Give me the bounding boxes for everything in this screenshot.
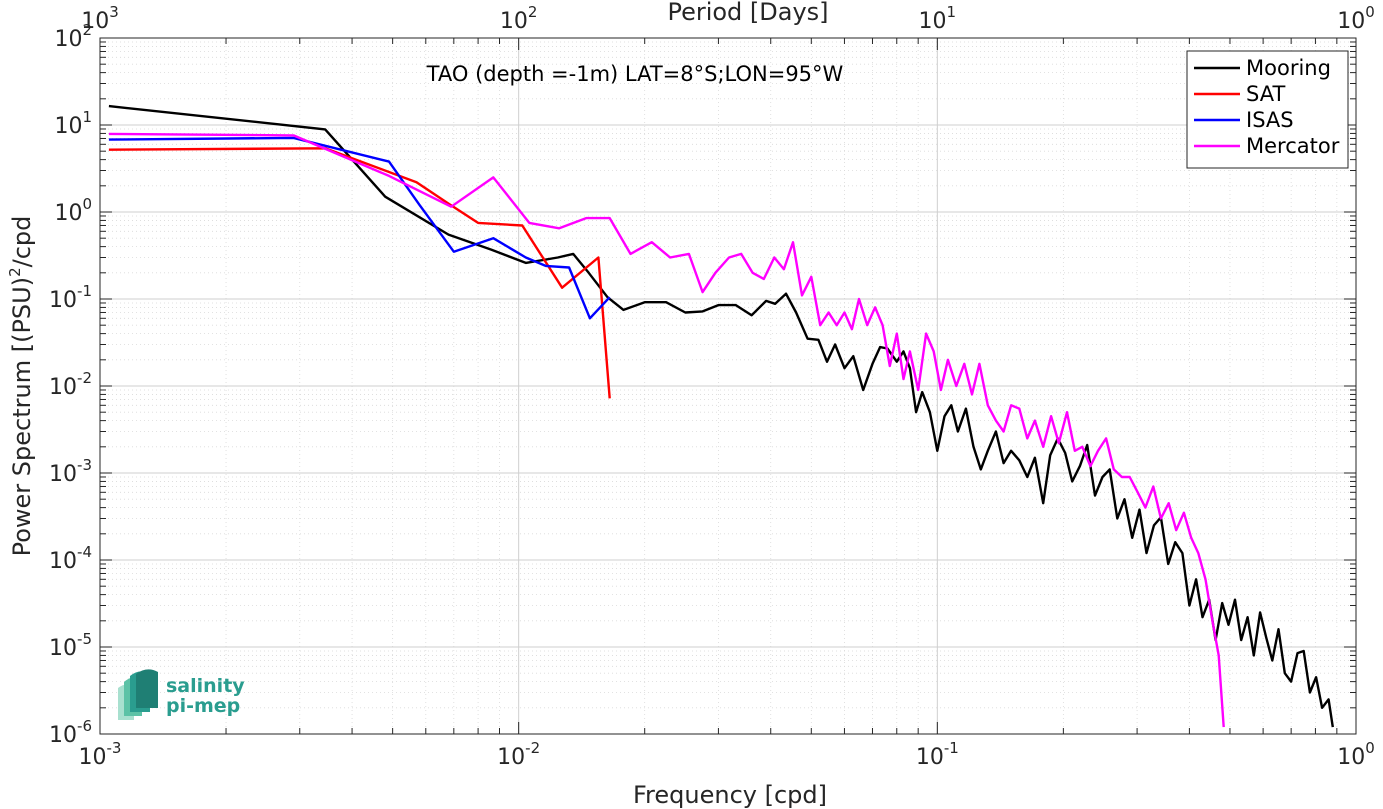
wave-logo-icon	[118, 669, 158, 720]
legend-label-isas: ISAS	[1246, 108, 1294, 132]
legend-box	[1186, 50, 1349, 169]
y-tick-label: 10-2	[49, 369, 92, 400]
legend-label-mooring: Mooring	[1246, 56, 1331, 80]
y-tick-exp: 1	[82, 108, 92, 126]
x2-tick-exp: 0	[1365, 3, 1375, 21]
x2-tick-label: 103	[81, 3, 119, 34]
chart-title: TAO (depth =-1m) LAT=8°S;LON=95°W	[426, 62, 844, 86]
y-tick-base: 10	[54, 114, 82, 139]
x-tick-base: 10	[916, 745, 944, 770]
x-tick-label: 10-1	[916, 739, 959, 770]
x2-tick-base: 10	[919, 9, 947, 34]
y-tick-exp: -2	[77, 369, 92, 387]
salinity-pi-mep-logo: salinity pi-mep	[118, 669, 245, 720]
x-tick-exp: -2	[525, 739, 540, 757]
x2-tick-exp: 1	[947, 3, 957, 21]
x2-tick-label: 100	[1337, 3, 1375, 34]
y-tick-label: 10-4	[49, 543, 92, 574]
y-tick-exp: 0	[82, 195, 92, 213]
x2-tick-base: 10	[81, 9, 109, 34]
y-tick-base: 10	[49, 723, 77, 748]
y-tick-exp: 2	[82, 21, 92, 39]
x-tick-labels: 10-3 10-2 10-1 100	[79, 739, 1375, 770]
y-tick-exp: -3	[77, 456, 92, 474]
legend-label-mercator: Mercator	[1246, 134, 1340, 158]
y-tick-label: 100	[54, 195, 92, 226]
legend-label-sat: SAT	[1246, 82, 1285, 106]
y-tick-label: 10-5	[49, 630, 92, 661]
x-tick-label: 10-2	[497, 739, 540, 770]
x-tick-exp: -3	[107, 739, 122, 757]
y-tick-base: 10	[54, 201, 82, 226]
x-tick-label: 100	[1337, 739, 1375, 770]
x-tick-exp: -1	[944, 739, 959, 757]
y-tick-label: 10-6	[49, 717, 92, 748]
y-axis-label-suffix: /cpd	[8, 216, 36, 268]
y-tick-exp: -4	[77, 543, 92, 561]
y-tick-base: 10	[49, 636, 77, 661]
y-tick-label: 101	[54, 108, 92, 139]
x-tick-label: 10-3	[79, 739, 122, 770]
y-axis-label: Power Spectrum [(PSU)2/cpd	[6, 216, 36, 557]
logo-line1: salinity	[166, 675, 245, 697]
y-tick-base: 10	[49, 375, 77, 400]
y-tick-label: 10-3	[49, 456, 92, 487]
x2-tick-label: 102	[500, 3, 538, 34]
y-tick-base: 10	[49, 462, 77, 487]
x2-tick-label: 101	[919, 3, 957, 34]
x-tick-base: 10	[497, 745, 525, 770]
y-tick-exp: -6	[77, 717, 92, 735]
y-tick-label: 102	[54, 21, 92, 52]
logo-line2: pi-mep	[166, 695, 240, 717]
series-layer	[108, 104, 1334, 728]
series-line-sat	[108, 147, 611, 399]
x2-tick-exp: 2	[528, 3, 538, 21]
y-axis-label-main: Power Spectrum [(PSU)	[8, 277, 36, 556]
x-axis-label: Frequency [cpd]	[633, 781, 827, 809]
series-line-isas	[108, 136, 611, 320]
x-tick-base: 10	[79, 745, 107, 770]
y-axis-label-sup: 2	[6, 267, 24, 277]
x2-tick-base: 10	[500, 9, 528, 34]
x2-tick-exp: 3	[109, 3, 119, 21]
y-tick-exp: -1	[77, 282, 92, 300]
y-tick-base: 10	[49, 288, 77, 313]
y-tick-base: 10	[54, 27, 82, 52]
x2-tick-labels: 103 102 101 100	[81, 3, 1375, 34]
y-tick-label: 10-1	[49, 282, 92, 313]
x-tick-base: 10	[1337, 745, 1365, 770]
series-line-mercator	[108, 132, 1225, 728]
x2-axis-label: Period [Days]	[667, 0, 828, 26]
x-tick-exp: 0	[1365, 739, 1375, 757]
y-tick-base: 10	[49, 549, 77, 574]
y-tick-exp: -5	[77, 630, 92, 648]
x2-tick-base: 10	[1337, 9, 1365, 34]
series-line-mooring	[108, 104, 1334, 728]
tick-marks	[99, 37, 1357, 735]
